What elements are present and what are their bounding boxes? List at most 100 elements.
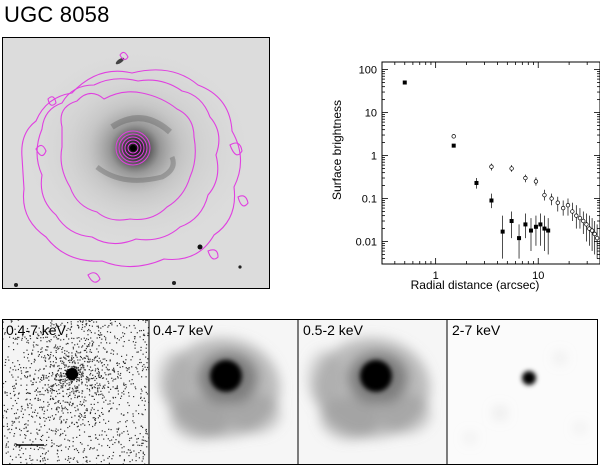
- photon-count: [139, 336, 141, 338]
- photon-count: [29, 439, 31, 441]
- photon-count: [26, 403, 29, 405]
- optical-image-frame: [2, 37, 270, 289]
- photon-count: [118, 435, 121, 437]
- photon-count: [91, 395, 93, 397]
- photon-count: [39, 460, 41, 462]
- photon-count: [7, 408, 9, 410]
- photon-count: [42, 337, 44, 339]
- photon-count: [82, 321, 84, 323]
- photon-count: [27, 375, 29, 377]
- photon-count: [50, 364, 52, 366]
- photon-count: [94, 434, 97, 436]
- photon-count: [24, 437, 26, 439]
- photon-count: [101, 334, 103, 336]
- photon-count: [52, 397, 54, 399]
- photon-count: [55, 414, 57, 416]
- photon-count: [123, 451, 125, 453]
- photon-count: [146, 440, 148, 442]
- photon-count: [80, 338, 82, 340]
- photon-count: [18, 364, 21, 366]
- photon-count: [88, 435, 90, 438]
- photon-count: [94, 387, 96, 389]
- photon-count: [104, 431, 106, 433]
- photon-count: [141, 390, 143, 392]
- photon-count: [56, 379, 58, 381]
- photon-count: [59, 357, 61, 359]
- photon-count: [29, 455, 31, 457]
- photon-count: [56, 324, 58, 326]
- photon-count: [87, 334, 89, 336]
- photon-count: [100, 461, 102, 463]
- photon-count: [6, 437, 8, 439]
- photon-count: [57, 379, 60, 381]
- photon-count: [71, 416, 73, 418]
- photon-count: [25, 458, 27, 461]
- photon-count: [42, 434, 44, 436]
- photon-count: [31, 404, 33, 406]
- photon-count: [72, 346, 74, 348]
- photon-count: [49, 416, 51, 418]
- photon-count: [56, 407, 58, 409]
- photon-count: [4, 391, 6, 393]
- photon-count: [70, 359, 72, 361]
- photon-count: [14, 328, 16, 330]
- photon-count: [67, 322, 69, 324]
- photon-count: [10, 319, 12, 321]
- photon-count: [82, 451, 84, 453]
- photon-count: [45, 377, 47, 379]
- photon-count: [135, 341, 137, 343]
- photon-count: [121, 355, 123, 357]
- photon-count: [12, 337, 14, 339]
- photon-count: [15, 418, 17, 420]
- photon-count: [77, 362, 79, 364]
- background-star: [14, 283, 18, 287]
- photon-count: [29, 335, 31, 337]
- photon-count: [21, 334, 24, 336]
- photon-count: [87, 357, 89, 359]
- photon-count: [70, 366, 72, 368]
- data-point-filled: [474, 180, 479, 185]
- photon-count: [21, 447, 23, 449]
- photon-count: [125, 386, 127, 388]
- photon-count: [50, 429, 52, 431]
- photon-count: [83, 367, 85, 369]
- photon-count: [41, 379, 43, 381]
- photon-count: [83, 405, 86, 407]
- photon-count: [11, 408, 13, 410]
- photon-count: [116, 342, 118, 344]
- photon-count: [22, 453, 24, 455]
- photon-count: [32, 459, 34, 461]
- photon-count: [60, 375, 62, 377]
- photon-count: [43, 376, 45, 378]
- photon-count: [52, 373, 54, 375]
- photon-count: [109, 400, 111, 402]
- photon-count: [52, 365, 54, 367]
- photon-count: [71, 337, 73, 339]
- photon-count: [53, 417, 55, 419]
- photon-count: [27, 371, 29, 373]
- photon-count: [30, 447, 32, 449]
- photon-count: [64, 352, 66, 355]
- photon-count: [27, 405, 29, 407]
- photon-count: [137, 319, 139, 322]
- photon-count: [61, 351, 63, 353]
- photon-count: [17, 368, 19, 371]
- photon-count: [48, 330, 50, 333]
- photon-count: [97, 327, 100, 329]
- photon-count: [99, 384, 101, 387]
- photon-count: [59, 445, 61, 447]
- photon-count: [66, 355, 68, 357]
- photon-count: [98, 371, 100, 373]
- photon-count: [79, 319, 81, 321]
- photon-count: [64, 430, 66, 432]
- photon-count: [47, 390, 49, 392]
- photon-count: [25, 435, 27, 437]
- photon-count: [88, 328, 90, 331]
- photon-count: [97, 391, 99, 393]
- photon-count: [59, 380, 61, 382]
- photon-count: [136, 441, 138, 443]
- photon-count: [123, 414, 125, 416]
- photon-count: [94, 417, 97, 420]
- photon-count: [147, 334, 149, 337]
- photon-count: [81, 324, 84, 326]
